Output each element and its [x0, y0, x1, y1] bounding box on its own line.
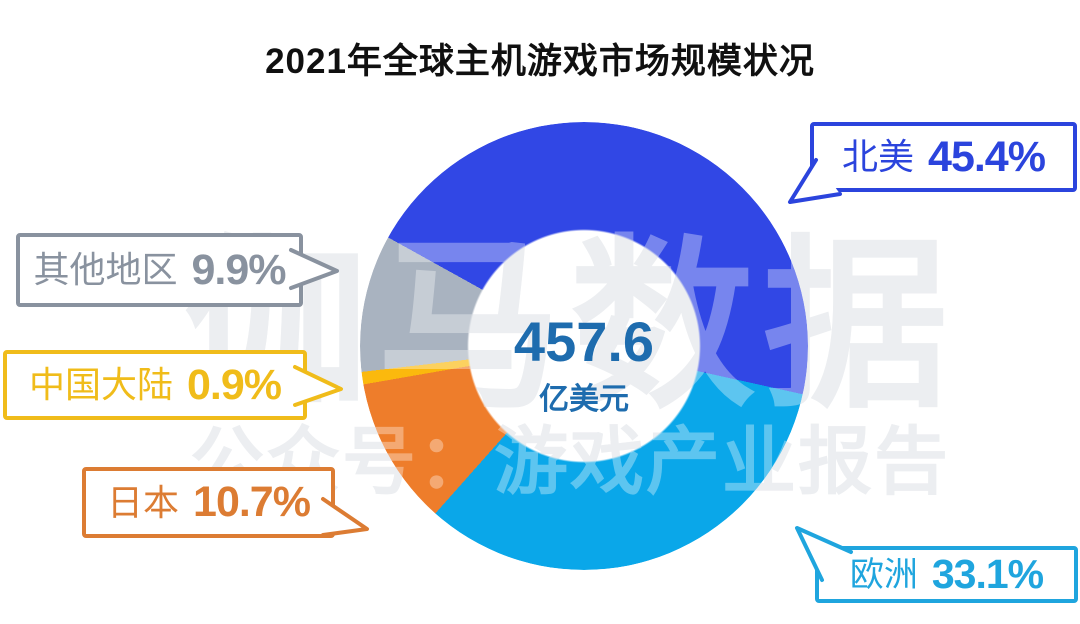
callout-other-regions-label: 其他地区 [33, 249, 178, 290]
callout-mainland-china: 中国大陆 0.9% [3, 350, 343, 420]
callout-europe-value: 33.1% [931, 551, 1044, 597]
callout-north-america: 北美 45.4% [788, 122, 1077, 204]
total-market-size-unit: 亿美元 [539, 383, 629, 416]
chart-title: 2021年全球主机游戏市场规模状况 [265, 42, 815, 81]
donut-center-label: 457.6 亿美元 [424, 314, 744, 418]
callout-europe: 欧洲 33.1% [795, 526, 1078, 603]
callout-mainland-china-pointer [293, 365, 343, 407]
callout-japan-pointer [321, 497, 369, 537]
callout-japan: 日本 10.7% [82, 467, 369, 538]
callout-europe-label: 欧洲 [849, 555, 918, 594]
callout-japan-value: 10.7% [193, 478, 311, 526]
callout-north-america-value: 45.4% [928, 132, 1046, 181]
callout-mainland-china-label: 中国大陆 [28, 364, 173, 405]
callout-other-regions-value: 9.9% [191, 245, 287, 294]
callout-mainland-china-value: 0.9% [187, 360, 282, 409]
donut-chart [360, 122, 808, 570]
callout-other-regions: 其他地区 9.9% [16, 233, 339, 307]
callout-north-america-label: 北美 [842, 136, 915, 177]
total-market-size-value: 457.6 [513, 310, 655, 373]
callout-north-america-pointer [788, 158, 842, 204]
callout-other-regions-pointer [289, 248, 339, 290]
callout-europe-pointer [795, 526, 853, 582]
callout-japan-label: 日本 [107, 481, 180, 523]
